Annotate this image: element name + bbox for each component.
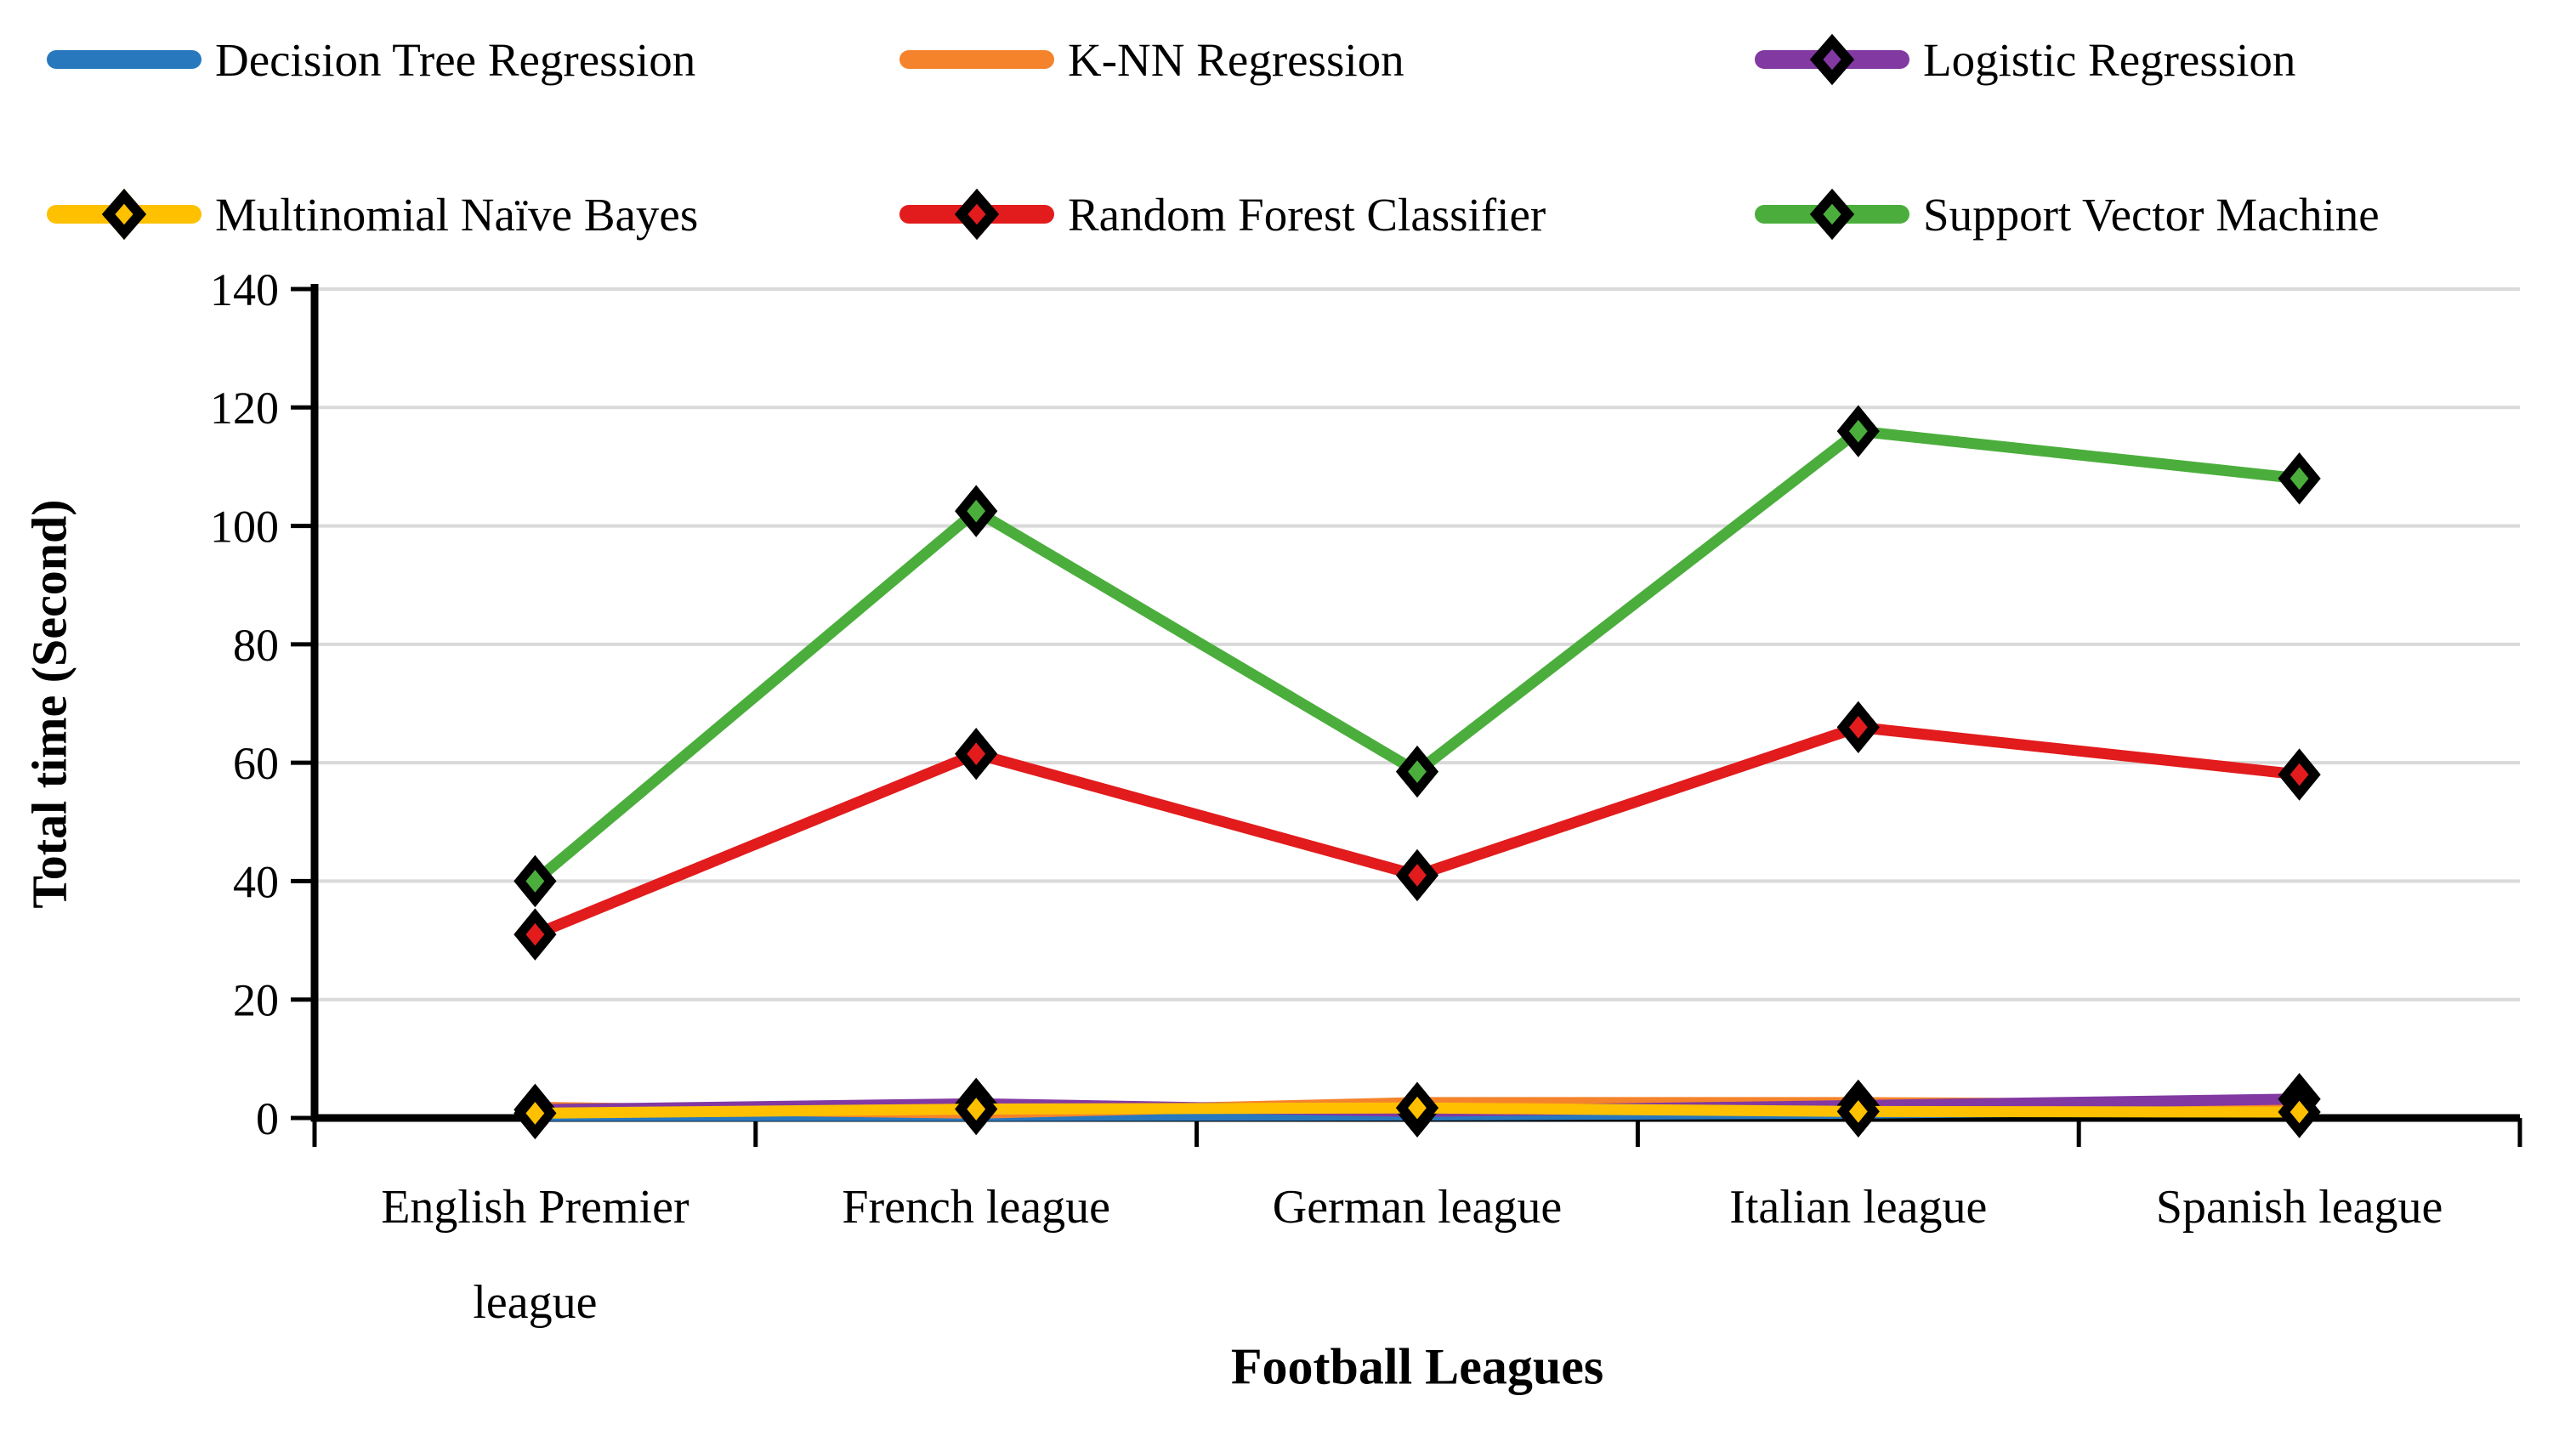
diamond-marker-icon bbox=[1395, 1081, 1439, 1134]
diamond-marker-icon bbox=[955, 485, 998, 537]
legend-line-swatch bbox=[1755, 188, 1909, 241]
diamond-marker-icon bbox=[2278, 1086, 2321, 1138]
legend-line-swatch bbox=[899, 50, 1054, 69]
legend-item-decision-tree-regression: Decision Tree Regression bbox=[47, 26, 695, 94]
diamond-marker-icon bbox=[955, 728, 998, 780]
y-tick-label: 100 bbox=[210, 501, 279, 552]
legend-label: K-NN Regression bbox=[1068, 33, 1404, 86]
diamond-marker-icon bbox=[955, 1082, 998, 1136]
legend-item-multinomial-naive-bayes: Multinomial Naïve Bayes bbox=[47, 180, 698, 248]
x-category-label: English Premier bbox=[381, 1181, 689, 1234]
x-category-label: Italian league bbox=[1729, 1181, 1987, 1234]
legend-label: Multinomial Naïve Bayes bbox=[215, 188, 699, 241]
x-category-label: French league bbox=[842, 1181, 1110, 1234]
legend-item-support-vector-machine: Support Vector Machine bbox=[1755, 180, 2380, 248]
diamond-marker-icon bbox=[513, 854, 557, 908]
legend-line-swatch bbox=[1755, 33, 1909, 86]
legend-label: Decision Tree Regression bbox=[215, 33, 696, 86]
series-line bbox=[529, 425, 2306, 887]
legend-line-swatch bbox=[899, 188, 1054, 241]
diamond-marker-icon bbox=[1395, 848, 1439, 902]
legend-label: Logistic Regression bbox=[1923, 33, 2296, 86]
y-tick-label: 0 bbox=[256, 1093, 279, 1144]
legend-item-knn-regression: K-NN Regression bbox=[899, 26, 1404, 94]
legend-label: Support Vector Machine bbox=[1923, 188, 2380, 241]
diamond-marker-icon bbox=[1395, 745, 1439, 798]
y-tick-label: 120 bbox=[210, 383, 279, 434]
y-tick-label: 20 bbox=[233, 975, 279, 1026]
legend-item-logistic-regression: Logistic Regression bbox=[1755, 26, 2295, 94]
chart-legend: Decision Tree Regression K-NN Regression… bbox=[0, 0, 2576, 281]
x-category-label: Spanish league bbox=[2156, 1181, 2443, 1234]
x-category-label: league bbox=[473, 1276, 597, 1329]
y-tick-label: 40 bbox=[233, 856, 279, 907]
y-tick-label: 80 bbox=[233, 620, 279, 671]
x-category-label: German league bbox=[1273, 1181, 1562, 1234]
diamond-marker-icon bbox=[1836, 701, 1880, 754]
diamond-marker-icon bbox=[2278, 452, 2321, 505]
legend-item-random-forest-classifier: Random Forest Classifier bbox=[899, 180, 1546, 248]
diamond-marker-icon bbox=[1836, 1085, 1880, 1138]
legend-line-swatch bbox=[47, 50, 201, 69]
diamond-marker-icon bbox=[513, 908, 557, 961]
diamond-marker-icon bbox=[513, 1087, 557, 1140]
x-axis-title: Football Leagues bbox=[1230, 1338, 1604, 1395]
y-tick-label: 60 bbox=[233, 738, 279, 789]
diamond-marker-icon bbox=[1836, 405, 1880, 457]
legend-line-swatch bbox=[47, 188, 201, 241]
legend-label: Random Forest Classifier bbox=[1068, 188, 1546, 241]
diamond-marker-icon bbox=[2278, 748, 2321, 801]
y-tick-label: 140 bbox=[210, 264, 279, 315]
